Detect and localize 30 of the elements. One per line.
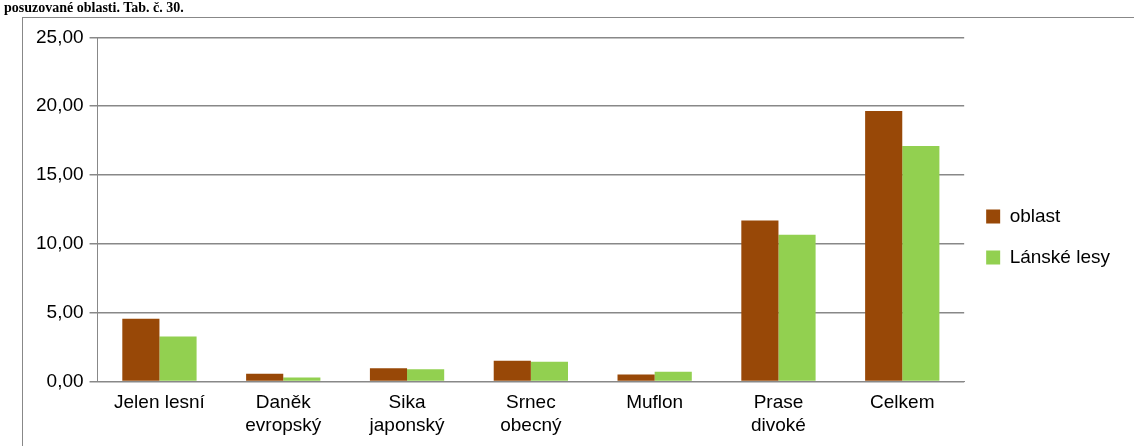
x-tick-label: Muflon <box>626 391 684 413</box>
legend-label: Lánské lesy <box>1009 245 1111 267</box>
x-tick-label: Sika japonský <box>368 391 446 435</box>
x-tick-label: Jelen lesní <box>114 391 206 413</box>
text: posuzované oblasti. Tab. č. 30. <box>4 0 184 16</box>
bar <box>902 146 940 381</box>
y-tick-label: 10,00 <box>36 232 84 254</box>
y-tick-label: 5,00 <box>46 300 84 322</box>
y-tick-label: 20,00 <box>36 94 84 116</box>
bar <box>369 368 408 381</box>
legend-label: oblast <box>1009 204 1062 226</box>
x-tick-label: Celkem <box>870 391 935 413</box>
y-tick-label: 15,00 <box>36 163 84 185</box>
x-tick-label: Srnec obecný <box>500 391 562 435</box>
y-tick-label: 25,00 <box>36 25 84 47</box>
bar <box>778 234 816 381</box>
bar <box>617 374 655 381</box>
bar <box>530 361 568 381</box>
bar <box>741 220 779 381</box>
x-tick-label: Daněk evropský <box>245 391 322 435</box>
bar <box>654 371 692 381</box>
y-tick-label: 0,00 <box>46 369 84 391</box>
bar <box>865 111 903 381</box>
bar <box>407 369 445 381</box>
bar <box>159 336 197 381</box>
bar <box>122 318 160 381</box>
bar <box>246 373 284 381</box>
bar <box>493 360 531 381</box>
bar <box>283 377 321 381</box>
x-tick-label: Prase divoké <box>751 391 806 435</box>
